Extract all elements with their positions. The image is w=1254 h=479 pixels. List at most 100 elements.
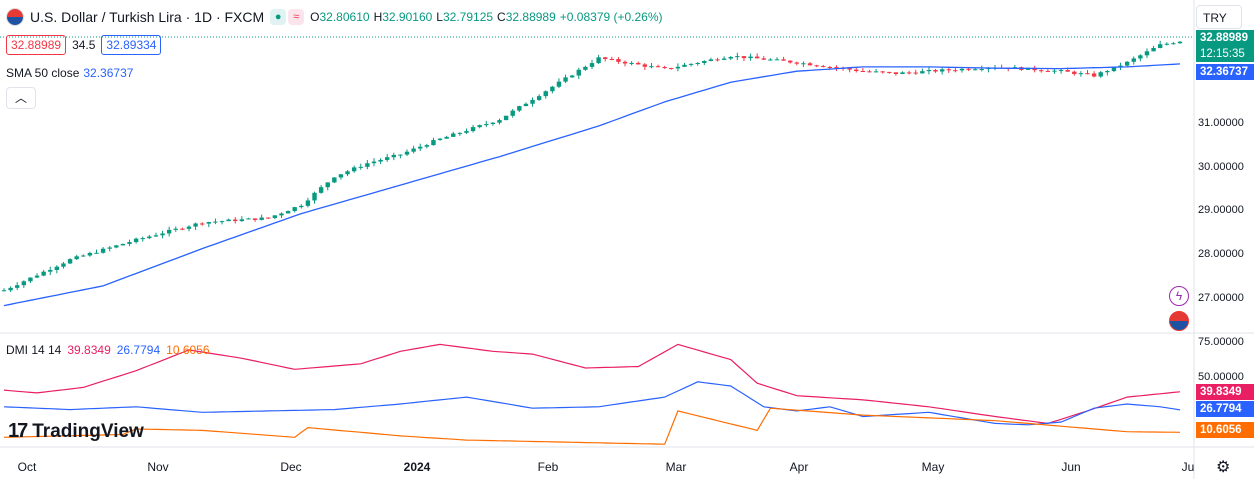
high-label: H — [373, 10, 383, 24]
candle-body — [887, 71, 892, 73]
candle-body — [675, 66, 681, 69]
last-price-tag: 32.88989 — [1196, 30, 1254, 46]
gear-icon[interactable]: ⚙ — [1216, 459, 1231, 476]
minus-di-price-tag: 10.6056 — [1196, 422, 1254, 438]
candle-body — [391, 154, 396, 158]
time-tick-label: May — [921, 460, 945, 474]
candle-body — [569, 75, 575, 78]
candle-body — [953, 70, 958, 72]
candle-body — [470, 127, 476, 132]
candle-body — [351, 167, 357, 172]
watermark-text: TradingView — [32, 420, 144, 442]
candle-body — [1045, 70, 1051, 72]
candle-body — [444, 136, 449, 139]
candle-body — [219, 221, 225, 223]
sma-legend[interactable]: SMA 50 close 32.36737 — [6, 66, 133, 80]
candle-body — [451, 133, 456, 137]
candle-body — [193, 223, 198, 227]
candle-body — [814, 65, 819, 67]
candle-body — [616, 59, 621, 62]
candle-body — [939, 69, 945, 72]
candle-body — [1157, 44, 1163, 48]
tradingview-watermark[interactable]: 17 TradingView — [8, 420, 144, 443]
candle-body — [741, 56, 747, 59]
candle-body — [160, 233, 165, 236]
candle-body — [490, 122, 496, 125]
market-status[interactable]: ● ≈ — [270, 9, 305, 25]
us-flag-icon[interactable] — [1169, 311, 1189, 331]
candle-body — [239, 219, 245, 222]
candle-body — [854, 69, 859, 72]
candle-body — [873, 71, 879, 73]
candle-body — [682, 64, 687, 67]
candle-body — [550, 86, 555, 92]
trade-panel: 32.88989 34.5 32.89334 — [6, 35, 162, 55]
price-tick-label: 30.00000 — [1198, 160, 1244, 173]
candle-body — [708, 59, 714, 61]
candle-body — [87, 252, 93, 256]
time-tick-label: Nov — [147, 460, 169, 474]
low-label: L — [436, 10, 443, 24]
candle-body — [424, 145, 430, 147]
candle-body — [299, 205, 304, 208]
candle-body — [754, 56, 760, 59]
candle-body — [655, 66, 661, 68]
candle-body — [186, 226, 192, 229]
symbol-title[interactable]: U.S. Dollar / Turkish Lira · 1D · FXCM — [30, 9, 265, 25]
candle-body — [788, 60, 793, 63]
candle-body — [305, 200, 311, 206]
candle-body — [688, 63, 694, 65]
candle-body — [556, 81, 562, 87]
candle-body — [867, 71, 872, 73]
candle-body — [583, 66, 588, 70]
candle-body — [946, 69, 951, 71]
candle-body — [61, 263, 66, 267]
candle-body — [365, 163, 370, 167]
candle-body — [1131, 58, 1136, 62]
candle-body — [1052, 70, 1057, 72]
candle-body — [781, 59, 786, 61]
currency-selector[interactable]: TRY — [1196, 5, 1242, 29]
candle-body — [484, 124, 489, 126]
wave-icon: ≈ — [288, 9, 305, 25]
candle-body — [636, 62, 641, 65]
candle-body — [669, 68, 674, 70]
time-tick-label: Feb — [537, 460, 559, 474]
plus-di-value: 26.7794 — [116, 343, 161, 357]
candle-body — [728, 56, 733, 59]
lightning-icon[interactable]: ϟ — [1169, 286, 1189, 306]
candle-body — [166, 229, 172, 234]
candle-body — [880, 71, 885, 73]
candle-body — [900, 72, 905, 74]
candle-body — [398, 154, 403, 156]
candle-body — [735, 56, 740, 58]
candle-body — [576, 69, 581, 76]
candle-body — [233, 219, 238, 222]
candle-body — [127, 242, 132, 244]
candle-body — [979, 69, 984, 71]
sell-button[interactable]: 32.88989 — [6, 35, 67, 55]
price-tick-label: 31.00000 — [1198, 116, 1244, 129]
candle-body — [972, 69, 978, 71]
price-tick-label: 29.00000 — [1198, 204, 1244, 217]
candle-body — [41, 271, 46, 276]
close-label: C — [497, 10, 506, 24]
candle-body — [523, 103, 529, 107]
ohlc-values: O 32.80610 H 32.90160 L 32.79125 C 32.88989 … — [310, 10, 666, 24]
dmi-legend[interactable]: DMI 14 14 39.8349 26.7794 10.6056 — [6, 343, 210, 357]
dmi-tick-label: 75.00000 — [1198, 336, 1244, 348]
candle-body — [1098, 72, 1103, 77]
candle-body — [629, 62, 634, 64]
buy-button[interactable]: 32.89334 — [101, 35, 162, 55]
candle-body — [715, 59, 720, 61]
candle-body — [662, 66, 667, 69]
candle-body — [774, 59, 780, 61]
candle-body — [325, 182, 330, 188]
candle-body — [266, 217, 271, 219]
candle-body — [8, 287, 13, 291]
candle-body — [279, 213, 284, 216]
collapse-legend-button[interactable]: ︿ — [6, 87, 36, 109]
candle-body — [517, 106, 522, 111]
candle-body — [1138, 55, 1143, 59]
